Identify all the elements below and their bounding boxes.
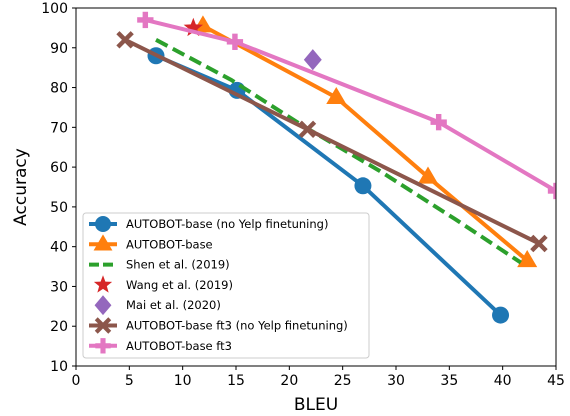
point-wang-et-al-2019-1 bbox=[183, 17, 204, 37]
x-tick-label: 15 bbox=[227, 373, 245, 389]
legend-label-autobot-base: AUTOBOT-base bbox=[126, 237, 213, 251]
x-tick-label: 20 bbox=[280, 373, 298, 389]
series-shen-et-al-2019 bbox=[155, 38, 522, 265]
legend-marker-autobot-base-no-yelp-finetuning bbox=[95, 216, 111, 232]
legend-entry-wang-et-al-2019: Wang et al. (2019) bbox=[93, 275, 233, 293]
series-line-autobot-base-ft3 bbox=[144, 17, 556, 193]
point-autobot-base-4 bbox=[517, 250, 538, 268]
legend-marker-wang-et-al-2019 bbox=[93, 275, 113, 293]
series-wang-et-al-2019 bbox=[183, 17, 204, 37]
series-autobot-base-ft3-no-yelp-finetuning bbox=[116, 31, 548, 253]
ticks-layer: 0 5 10 15 20 25 30 35 40 45 10 20 30 40 50 60 70 80 90 100 bbox=[41, 1, 565, 389]
legend-marker-autobot-base-ft3-no-yelp-finetuning bbox=[94, 317, 112, 334]
y-tick-label: 50 bbox=[50, 200, 68, 216]
point-autobot-base-no-yelp-finetuning-4 bbox=[492, 306, 510, 324]
point-autobot-base-no-yelp-finetuning-3 bbox=[354, 177, 372, 195]
legend-label-autobot-base-no-yelp-finetuning: AUTOBOT-base (no Yelp finetuning) bbox=[126, 217, 328, 231]
series-line-autobot-base bbox=[201, 24, 529, 263]
point-autobot-base-3 bbox=[417, 166, 439, 184]
plot-frame bbox=[75, 7, 557, 367]
x-tick-label: 40 bbox=[494, 373, 512, 389]
y-tick-label: 90 bbox=[50, 41, 68, 57]
point-autobot-base-ft3-4 bbox=[547, 182, 556, 200]
legend-entry-autobot-base-no-yelp-finetuning: AUTOBOT-base (no Yelp finetuning) bbox=[89, 216, 328, 232]
legend-marker-autobot-base-ft3 bbox=[95, 338, 111, 354]
point-autobot-base-ft3-no-yelp-finetuning-2 bbox=[298, 120, 317, 139]
y-tick-label: 20 bbox=[50, 319, 68, 335]
legend-label-mai-et-al-2020: Mai et al. (2020) bbox=[126, 298, 221, 312]
point-mai-et-al-2020-1 bbox=[303, 49, 322, 71]
y-tick-label: 80 bbox=[50, 81, 68, 97]
y-tick-label: 10 bbox=[50, 359, 68, 375]
y-tick-label: 70 bbox=[50, 120, 68, 136]
series-mai-et-al-2020 bbox=[303, 49, 322, 71]
point-autobot-base-2 bbox=[326, 86, 347, 105]
x-tick-label: 45 bbox=[547, 373, 565, 389]
legend-marker-autobot-base bbox=[93, 234, 113, 251]
y-tick-label: 30 bbox=[50, 279, 68, 295]
x-tick-label: 35 bbox=[440, 373, 458, 389]
legend-label-shen-et-al-2019: Shen et al. (2019) bbox=[126, 258, 230, 272]
legend: AUTOBOT-base (no Yelp finetuning) AUTOBOT… bbox=[82, 212, 370, 359]
point-autobot-base-ft3-no-yelp-finetuning-1 bbox=[116, 31, 134, 49]
series-layer bbox=[116, 11, 556, 324]
point-autobot-base-ft3-1 bbox=[137, 11, 154, 29]
legend-box bbox=[82, 212, 370, 359]
y-tick-label: 100 bbox=[41, 1, 68, 17]
y-axis-title: Accuracy bbox=[11, 148, 31, 226]
legend-label-wang-et-al-2019: Wang et al. (2019) bbox=[126, 278, 233, 292]
point-autobot-base-ft3-3 bbox=[430, 114, 447, 131]
legend-label-autobot-base-ft3: AUTOBOT-base ft3 bbox=[126, 339, 232, 353]
x-axis-title: BLEU bbox=[294, 395, 338, 415]
x-tick-label: 0 bbox=[72, 373, 81, 389]
legend-label-autobot-base-ft3-no-yelp-finetuning: AUTOBOT-base ft3 (no Yelp finetuning) bbox=[126, 319, 348, 333]
x-tick-label: 30 bbox=[387, 373, 405, 389]
y-tick-label: 40 bbox=[50, 240, 68, 256]
legend-entry-autobot-base: AUTOBOT-base bbox=[89, 234, 213, 251]
y-tick-label: 60 bbox=[50, 160, 68, 176]
legend-marker-mai-et-al-2020 bbox=[94, 295, 112, 316]
legend-entry-autobot-base-ft3: AUTOBOT-base ft3 bbox=[89, 338, 232, 354]
series-autobot-base bbox=[192, 15, 538, 268]
x-tick-label: 10 bbox=[174, 373, 192, 389]
x-tick-label: 25 bbox=[334, 373, 352, 389]
point-autobot-base-ft3-2 bbox=[226, 33, 244, 50]
legend-entry-autobot-base-ft3-no-yelp-finetuning: AUTOBOT-base ft3 (no Yelp finetuning) bbox=[89, 317, 348, 334]
legend-entry-shen-et-al-2019: Shen et al. (2019) bbox=[89, 258, 230, 272]
x-tick-label: 5 bbox=[125, 373, 134, 389]
series-autobot-base-ft3 bbox=[137, 11, 556, 200]
series-line-shen-et-al-2019 bbox=[155, 38, 522, 265]
legend-entry-mai-et-al-2020: Mai et al. (2020) bbox=[94, 295, 221, 316]
point-autobot-base-ft3-no-yelp-finetuning-3 bbox=[530, 234, 548, 253]
